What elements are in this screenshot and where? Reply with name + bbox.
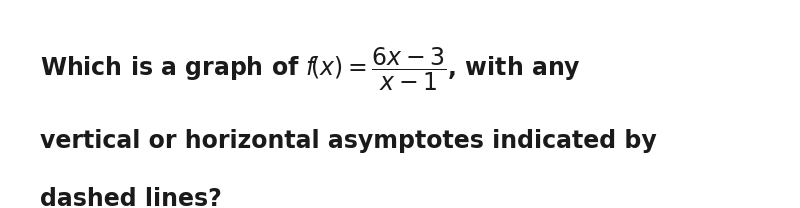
Text: vertical or horizontal asymptotes indicated by: vertical or horizontal asymptotes indica… [40,129,657,153]
Text: dashed lines?: dashed lines? [40,187,222,208]
Text: Which is a graph of $f\!(x) = \dfrac{6x-3}{x-1}$, with any: Which is a graph of $f\!(x) = \dfrac{6x-… [40,46,581,93]
